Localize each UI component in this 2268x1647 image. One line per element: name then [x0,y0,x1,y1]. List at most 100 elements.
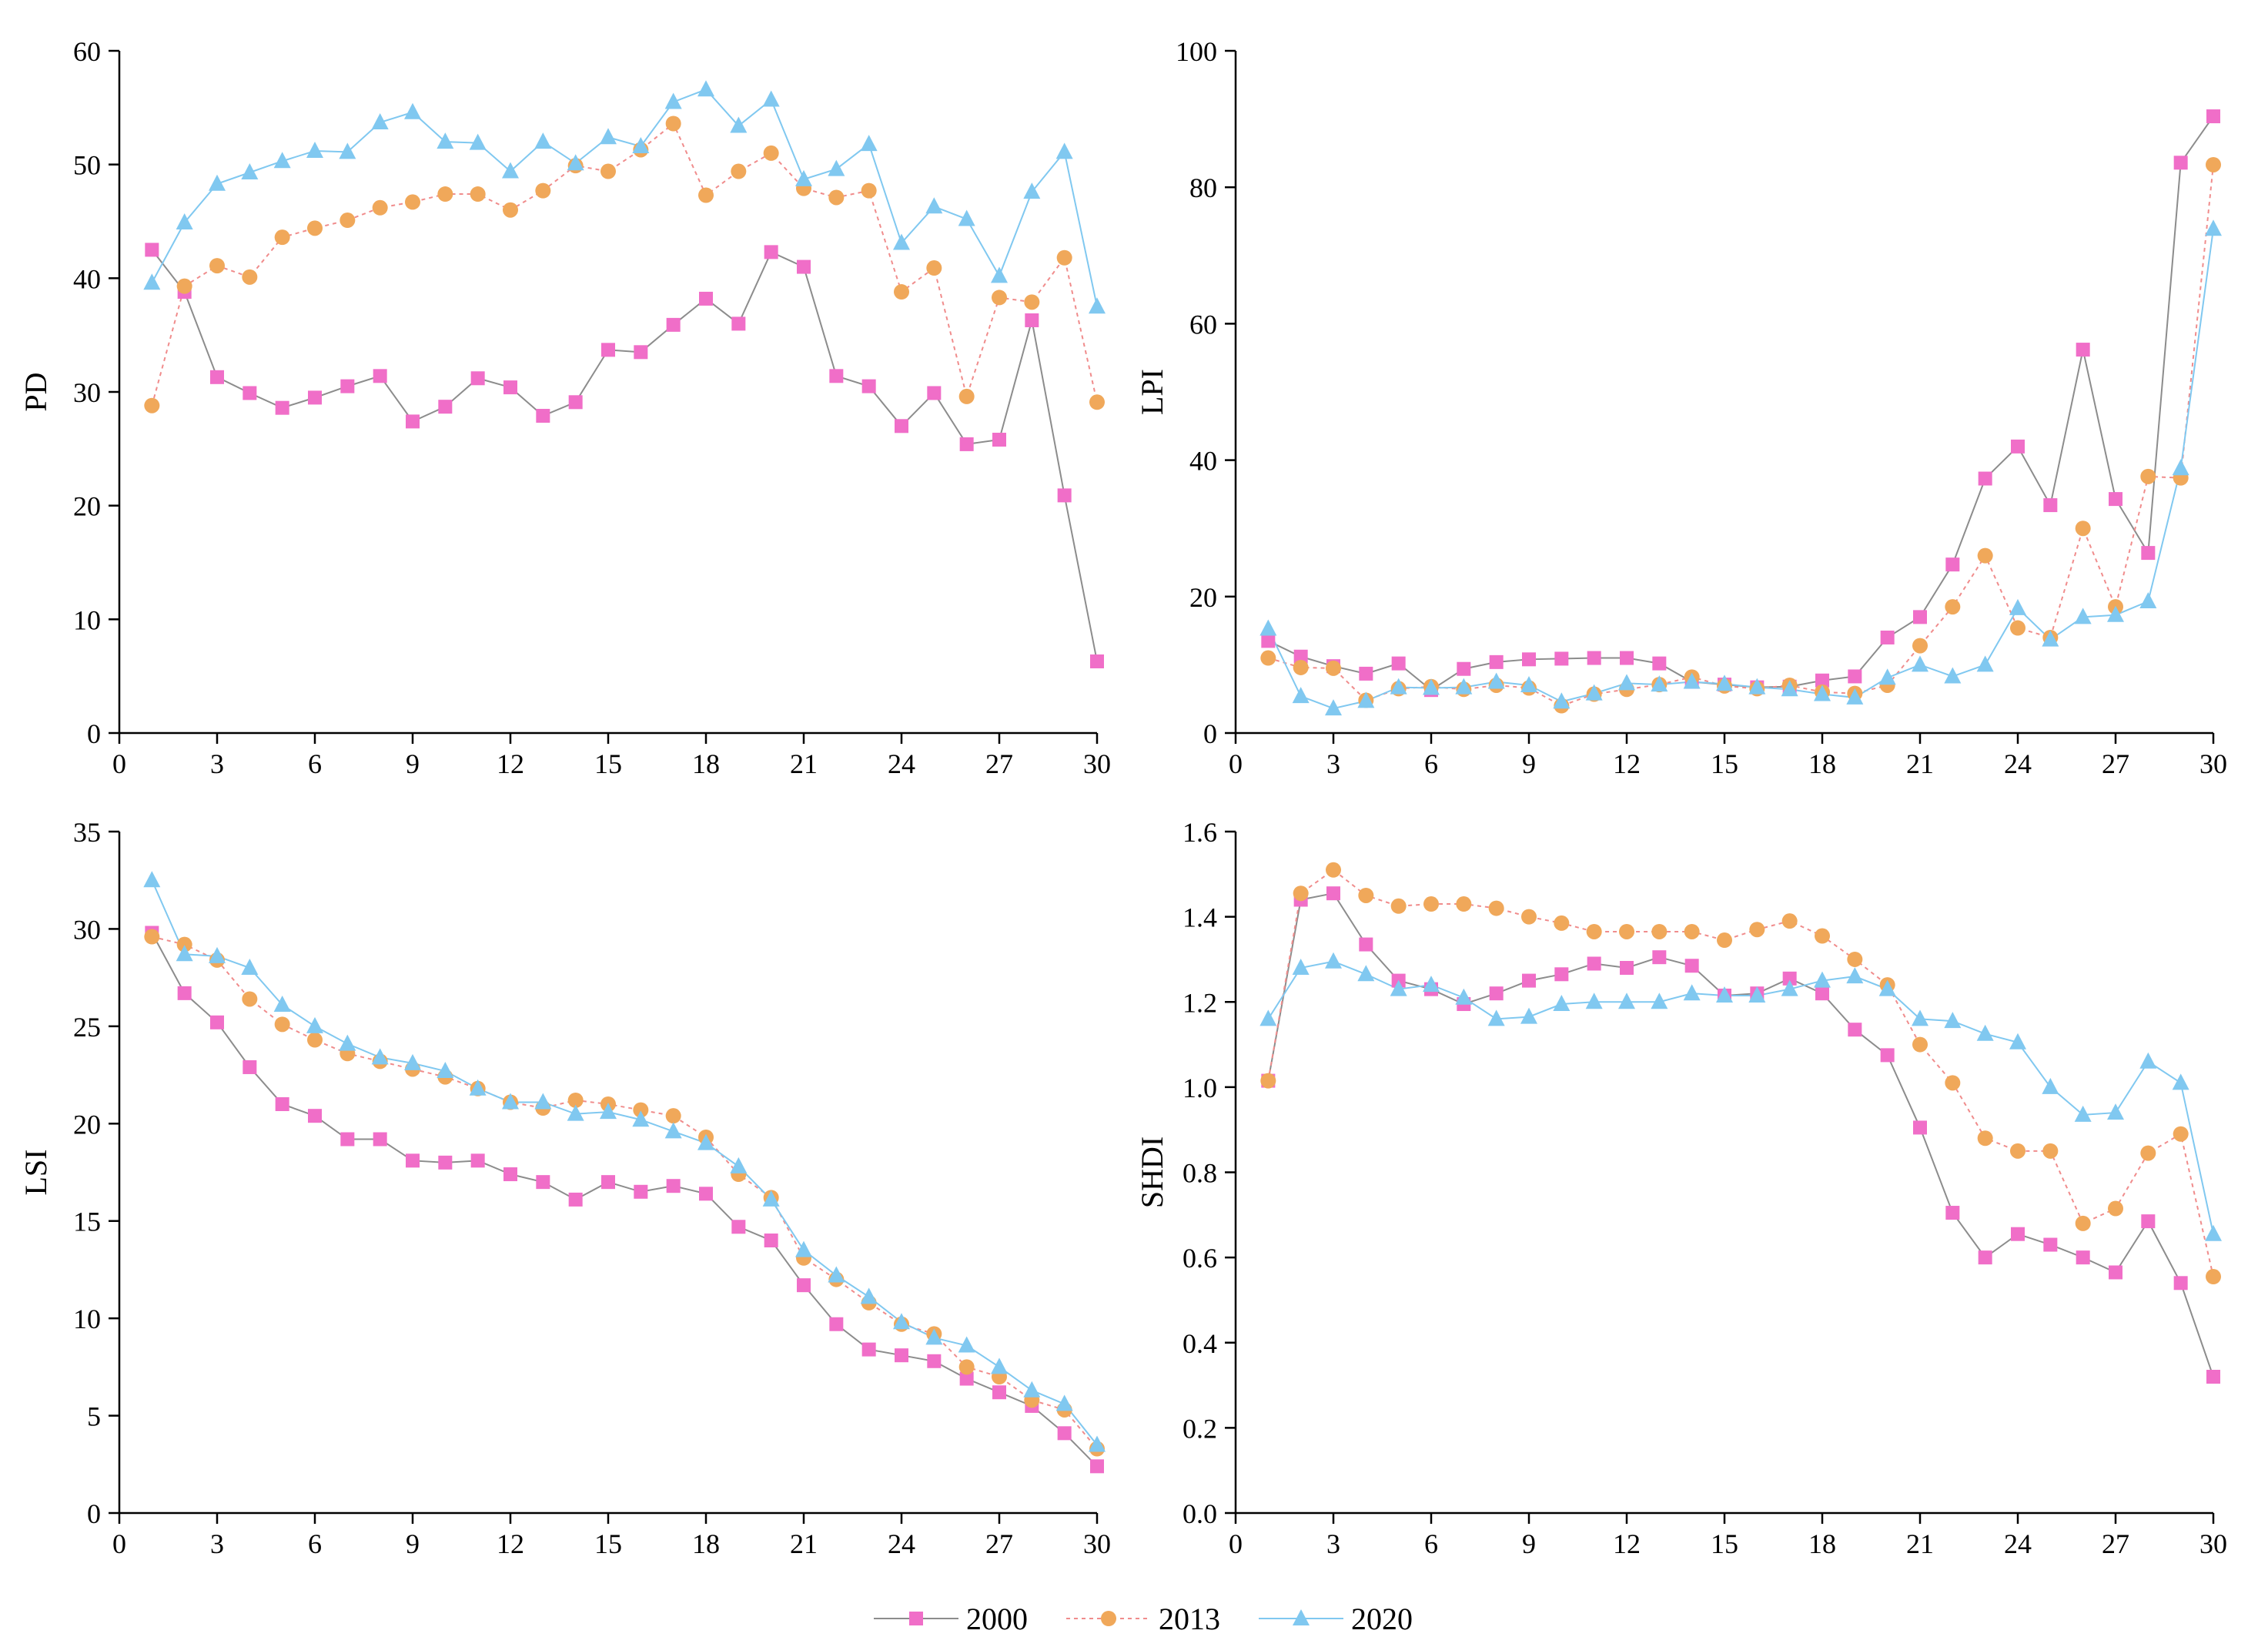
data-point-2000 [959,437,974,451]
data-point-2020 [795,1240,812,1257]
data-point-2020 [2172,1073,2189,1090]
data-point-2013 [144,397,160,413]
data-point-2020 [1944,1012,1962,1029]
series-markers-2000 [145,243,1104,668]
data-point-2020 [1390,979,1407,996]
x-tick-label: 6 [1424,748,1438,779]
data-point-2020 [1292,687,1310,704]
data-point-2020 [762,90,780,107]
data-point-2013 [1945,1075,1961,1091]
data-point-2000 [373,1132,387,1147]
data-point-2000 [2141,1214,2156,1229]
y-tick-label: 60 [73,36,101,67]
data-point-2013 [1717,932,1732,949]
data-point-2000 [2043,498,2058,513]
data-point-2020 [1618,674,1635,691]
data-point-2013 [567,1092,584,1108]
data-point-2020 [1878,668,1896,685]
series-markers-2020 [1259,219,2222,716]
data-point-2013 [1554,915,1570,931]
y-tick-label: 0.8 [1183,1158,1217,1189]
x-tick-label: 9 [406,1528,420,1559]
data-point-2000 [1554,651,1569,666]
data-point-2000 [470,1153,485,1168]
x-tick-label: 9 [406,748,420,779]
data-point-2000 [1913,1120,1927,1135]
y-axis-label: PD [18,372,53,411]
x-tick-label: 15 [1711,1528,1738,1559]
data-point-2000 [2173,156,2188,170]
data-point-2000 [1913,610,1927,624]
data-point-2020 [1259,1009,1277,1026]
data-point-2020 [567,154,584,171]
data-point-2013 [992,290,1007,306]
series-markers-2020 [143,871,1106,1452]
series-line-2013 [151,122,1098,406]
data-point-2000 [797,259,811,274]
data-point-2020 [469,133,487,150]
x-tick-label: 18 [1808,1528,1836,1559]
x-tick-label: 18 [692,1528,720,1559]
legend-label: 2013 [1159,1602,1220,1636]
data-point-2020 [925,197,943,214]
data-point-2000 [2206,1370,2220,1384]
data-point-2013 [1488,900,1504,916]
data-point-2020 [2205,1224,2222,1241]
data-point-2000 [1815,673,1829,688]
data-point-2013 [2108,1200,2123,1217]
y-tick-label: 80 [1189,172,1217,203]
data-point-2020 [1781,680,1798,697]
x-tick-label: 27 [2102,1528,2129,1559]
data-point-2013 [1358,887,1374,903]
data-point-2020 [1846,688,1864,705]
data-point-2020 [991,1357,1008,1374]
data-point-2013 [274,229,290,246]
y-tick-label: 30 [73,914,101,945]
data-point-2013 [144,929,160,945]
data-point-2013 [2206,156,2221,172]
data-point-2020 [762,1190,780,1207]
data-point-2013 [1293,659,1309,675]
data-point-2000 [1391,656,1406,671]
data-point-2020 [176,213,193,229]
data-point-2013 [2010,620,2025,636]
data-point-2000 [438,1155,453,1170]
data-point-2020 [600,128,617,145]
data-point-2013 [307,220,323,236]
data-point-2020 [1390,678,1407,695]
data-point-2000 [1587,651,1601,665]
legend-item-2013: 2013 [1066,1602,1220,1636]
y-tick-label: 0 [87,718,101,749]
data-point-2013 [340,213,356,229]
data-point-2000 [1848,1023,1862,1037]
data-point-2000 [1945,557,1960,572]
data-point-2020 [1944,667,1962,684]
data-point-2013 [894,284,909,300]
data-point-2013 [698,187,714,203]
data-point-2013 [1326,660,1341,676]
data-point-2013 [503,202,518,218]
data-point-2013 [1619,923,1634,939]
data-point-2020 [828,1266,845,1283]
data-point-2000 [992,1385,1006,1400]
data-point-2020 [1520,1007,1537,1024]
y-tick-label: 0 [87,1498,101,1529]
data-point-2013 [2075,1215,2091,1231]
data-point-2013 [2075,521,2091,537]
data-point-2020 [1976,655,1994,672]
data-point-2020 [1423,678,1440,695]
data-point-2020 [306,1016,323,1033]
y-tick-label: 100 [1176,36,1217,67]
data-point-2020 [1683,984,1701,1001]
y-tick-label: 15 [73,1207,101,1237]
data-point-2013 [1260,650,1276,666]
y-tick-label: 25 [73,1012,101,1043]
data-point-2000 [1057,1426,1072,1441]
x-tick-label: 0 [1229,748,1243,779]
data-point-2013 [828,189,845,206]
data-point-2013 [1847,951,1863,967]
data-point-2013 [307,1032,323,1048]
y-tick-label: 10 [73,604,101,635]
x-tick-label: 12 [497,1528,524,1559]
data-point-2000 [959,1371,974,1386]
